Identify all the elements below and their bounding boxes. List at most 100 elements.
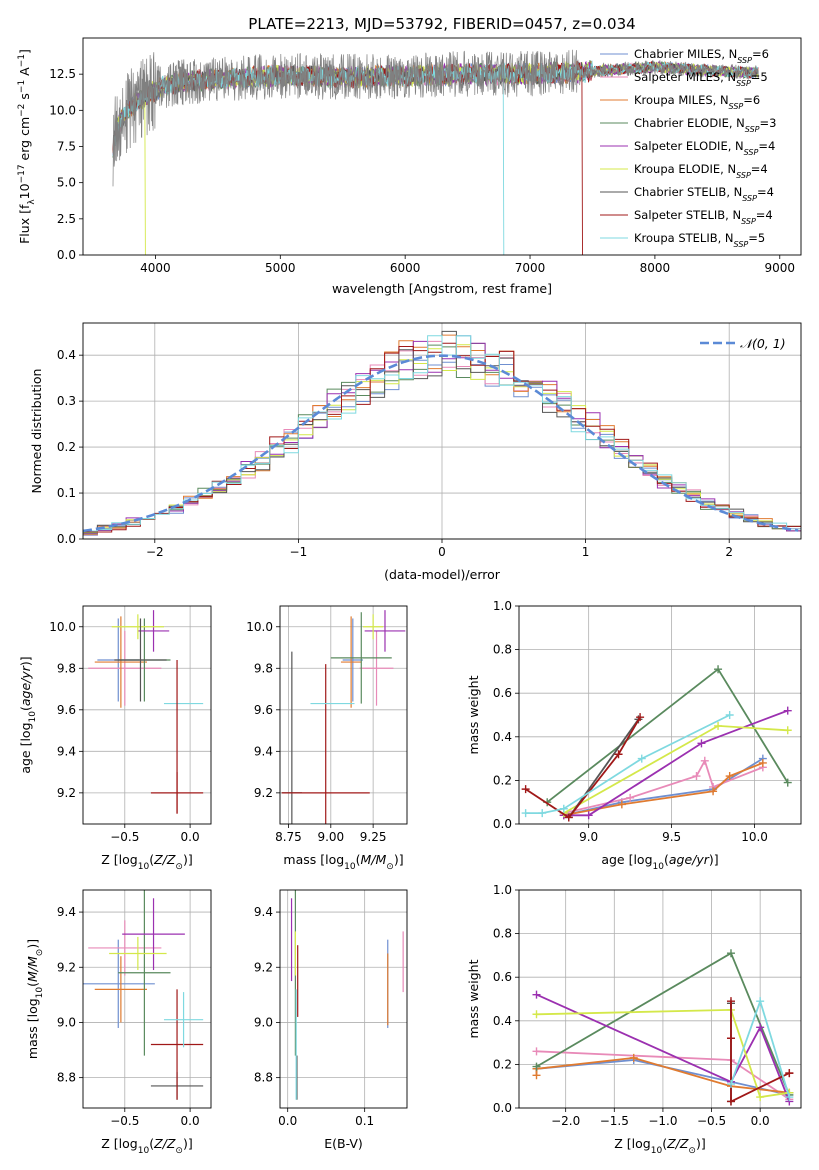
x-tick-label: 5000 bbox=[265, 261, 296, 275]
y-tick-label: 9.6 bbox=[57, 703, 76, 717]
x-tick-label: 0.0 bbox=[751, 1114, 770, 1128]
series-line bbox=[536, 1008, 790, 1099]
series-point bbox=[785, 1093, 794, 1102]
y-tick-label: 0.8 bbox=[493, 643, 512, 657]
y-tick-label: 9.4 bbox=[254, 744, 273, 758]
x-tick-label: 0.0 bbox=[278, 1114, 297, 1128]
series-point bbox=[756, 997, 765, 1006]
x-tick-label: 10.0 bbox=[741, 830, 768, 844]
x-axis-label: age [log10(age/yr)] bbox=[601, 852, 718, 872]
axes-frame bbox=[82, 37, 802, 256]
y-tick-label: 0.3 bbox=[57, 394, 76, 408]
series-line bbox=[563, 724, 788, 814]
series-point bbox=[725, 711, 734, 719]
y-tick-label: 8.8 bbox=[57, 1071, 76, 1085]
x-tick-label: −0.5 bbox=[697, 1114, 726, 1128]
y-tick-label: 9.8 bbox=[57, 661, 76, 675]
series-point bbox=[559, 804, 568, 813]
series-line bbox=[536, 1059, 790, 1096]
series-point bbox=[626, 793, 635, 802]
y-tick-label: 0.6 bbox=[493, 970, 512, 984]
series-point bbox=[532, 1010, 541, 1019]
x-axis-label: mass [log10(M/M⊙)] bbox=[283, 852, 403, 872]
errorbars bbox=[83, 890, 204, 1100]
y-tick-label: 1.0 bbox=[493, 883, 512, 897]
x-tick-label: 4000 bbox=[140, 261, 171, 275]
x-axis-label: Z [log10(Z/Z⊙)] bbox=[614, 1136, 705, 1156]
x-tick-label: 1 bbox=[582, 545, 590, 559]
y-tick-label: 9.0 bbox=[254, 1015, 273, 1029]
legend-label: Salpeter ELODIE, NSSP=4 bbox=[634, 139, 775, 157]
legend-label: Salpeter STELIB, NSSP=4 bbox=[634, 208, 773, 226]
series-point bbox=[783, 706, 792, 715]
x-tick-label: 7000 bbox=[515, 261, 546, 275]
series-line bbox=[730, 1001, 790, 1103]
series-point bbox=[637, 754, 646, 763]
series-point bbox=[521, 785, 530, 794]
x-tick-label: −1.5 bbox=[600, 1114, 629, 1128]
axes-frame bbox=[82, 605, 212, 825]
y-tick-label: 9.6 bbox=[254, 703, 273, 717]
x-tick-label: 0.0 bbox=[181, 830, 200, 844]
x-tick-label: 0.0 bbox=[181, 1114, 200, 1128]
spectrum-observed-line bbox=[112, 49, 759, 187]
series-point bbox=[758, 758, 767, 767]
series-point bbox=[532, 1062, 541, 1071]
series-point bbox=[532, 990, 541, 999]
series-line bbox=[563, 757, 764, 817]
normal-curve bbox=[83, 354, 799, 533]
series-point bbox=[726, 1080, 735, 1089]
y-tick-label: 0.2 bbox=[493, 773, 512, 787]
y-tick-label: 2.5 bbox=[57, 212, 76, 226]
y-tick-label: 0.8 bbox=[493, 927, 512, 941]
series-point bbox=[564, 813, 573, 822]
series-point bbox=[538, 809, 547, 818]
series-point bbox=[692, 772, 701, 781]
spectrum-lines bbox=[112, 49, 759, 255]
y-tick-label: 0.2 bbox=[57, 440, 76, 454]
axes-frame bbox=[518, 889, 802, 1109]
axes-frame bbox=[279, 889, 408, 1109]
legend: Chabrier MILES, NSSP=6 Salpeter MILES, NS… bbox=[600, 47, 776, 249]
y-tick-label: 1.0 bbox=[493, 599, 512, 613]
x-tick-label: 8000 bbox=[640, 261, 671, 275]
series-point bbox=[726, 1097, 735, 1106]
y-tick-label: 9.4 bbox=[254, 905, 273, 919]
series-point bbox=[785, 1069, 794, 1078]
series-point bbox=[697, 739, 706, 748]
axes-frame bbox=[518, 605, 802, 825]
y-tick-label: 5.0 bbox=[57, 176, 76, 190]
x-tick-label: −2 bbox=[146, 545, 164, 559]
y-axis-label: mass weight bbox=[466, 675, 481, 754]
legend-label: Chabrier STELIB, NSSP=4 bbox=[634, 185, 774, 203]
spectrum-panel: 4000 5000 6000 7000 8000 9000 0.0 2.5 5.0 7.5 10.0… bbox=[17, 37, 802, 296]
series-point bbox=[714, 665, 723, 674]
series-lines bbox=[521, 665, 792, 822]
x-tick-label: 9.5 bbox=[662, 830, 681, 844]
y-tick-label: 7.5 bbox=[57, 140, 76, 154]
series-point bbox=[726, 949, 735, 958]
series-point bbox=[783, 778, 792, 787]
y-tick-label: 0.4 bbox=[493, 1014, 512, 1028]
series-point bbox=[584, 811, 593, 820]
x-axis-label: (data-model)/error bbox=[384, 567, 501, 582]
age-vs-mass-panel: 8.75 9.00 9.25 9.2 9.4 9.6 9.8 10.0 mass [log10(… bbox=[246, 605, 408, 872]
y-tick-label: 0.4 bbox=[493, 730, 512, 744]
y-tick-label: 10.0 bbox=[49, 103, 76, 117]
y-tick-label: 0.6 bbox=[493, 686, 512, 700]
x-tick-label: 9.00 bbox=[317, 830, 344, 844]
y-tick-label: 8.8 bbox=[254, 1071, 273, 1085]
series-point bbox=[700, 756, 709, 765]
weight-vs-age-panel: 9.0 9.5 10.0 0.0 0.2 0.4 0.6 0.8 1.0 age [log10(a… bbox=[466, 599, 802, 872]
legend-label: Chabrier MILES, NSSP=6 bbox=[634, 47, 769, 65]
x-tick-label: −1 bbox=[290, 545, 308, 559]
x-tick-label: −0.5 bbox=[110, 1114, 139, 1128]
y-tick-label: 12.5 bbox=[49, 67, 76, 81]
histograms bbox=[83, 330, 801, 539]
mass-vs-ebv-panel: 0.0 0.1 8.8 9.0 9.2 9.4 E(B-V) bbox=[254, 889, 408, 1151]
series-point bbox=[756, 1023, 765, 1032]
series-point bbox=[783, 726, 792, 735]
series-point bbox=[532, 1047, 541, 1056]
x-axis-label: E(B-V) bbox=[324, 1136, 363, 1151]
